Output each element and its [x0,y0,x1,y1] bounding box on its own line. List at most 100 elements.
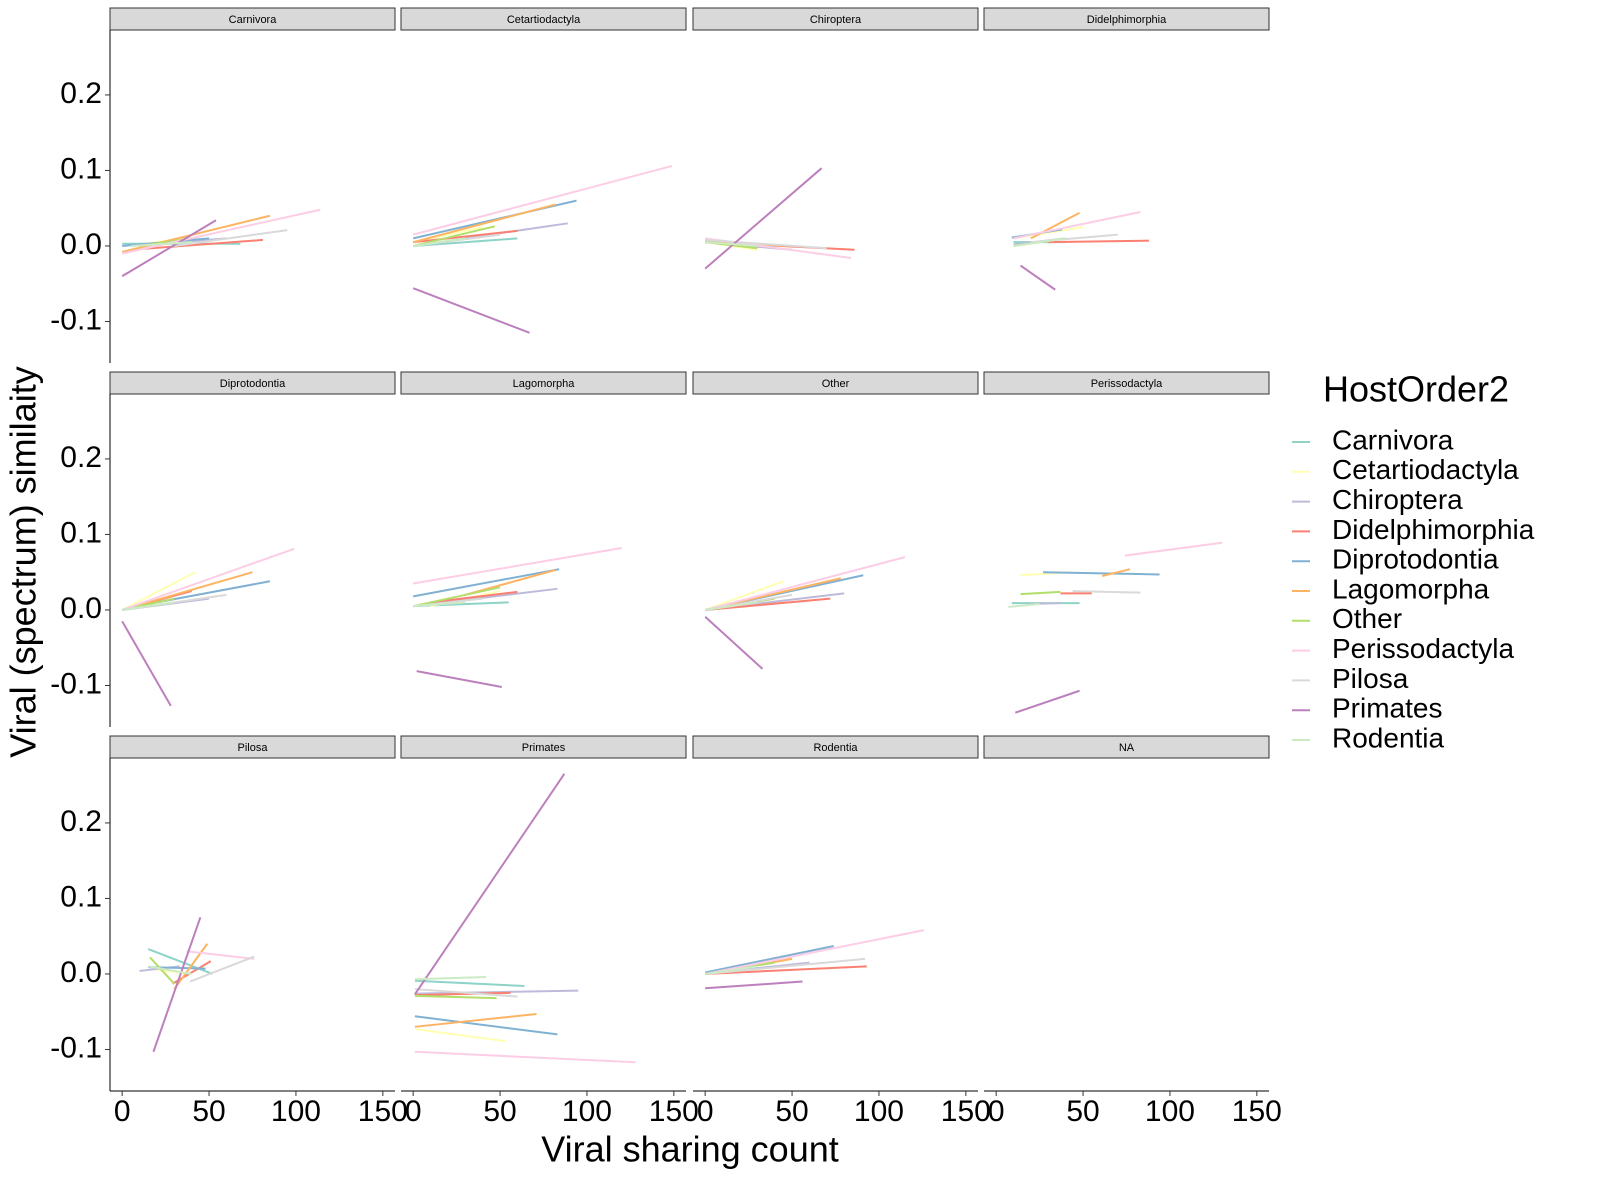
y-tick-label: 0.2 [60,805,102,838]
line-segment [121,620,172,707]
facet-strip [983,371,1270,395]
line-segment [705,238,827,250]
facet-title: Didelphimorphia [1087,14,1167,26]
line-segment [189,955,255,983]
line-segment [412,164,673,236]
facet-title: Perissodactyla [1091,378,1163,390]
line-segment [174,229,288,247]
line-segment [121,571,253,611]
legend-label: Rodentia [1332,722,1445,753]
x-tick-label: 0 [988,1095,1005,1128]
line-segment [414,988,518,998]
facet-strip [983,7,1270,31]
line-segment [121,214,271,253]
x-tick-label: 100 [562,1095,612,1128]
line-segment [705,957,866,975]
line-segment [413,601,466,608]
line-segment [1101,568,1131,577]
x-tick-label: 50 [1066,1095,1099,1128]
facet-strip [109,735,396,759]
x-tick-label: 150 [358,1095,408,1128]
line-segment [152,916,202,1053]
facet-strip [400,735,687,759]
x-tick-label: 150 [1232,1095,1282,1128]
line-segment [1013,211,1141,240]
x-tick-label: 150 [941,1095,991,1128]
x-tick-label: 100 [271,1095,321,1128]
line-segment [430,590,518,604]
line-segment [121,219,217,278]
x-tick-label: 50 [775,1095,808,1128]
y-axis-title: Viral (spectrum) similaity [3,366,44,757]
line-segment [705,597,831,611]
line-segment [412,203,556,244]
line-segment [147,948,213,975]
y-tick-label: 0.2 [60,441,102,474]
line-segment [414,989,579,995]
y-tick-label: 0.1 [60,516,102,549]
y-tick-label: 0.2 [60,77,102,110]
facet-title: Rodentia [813,742,858,754]
line-segment [704,929,925,975]
line-segment [1043,571,1160,576]
line-segment [705,241,758,247]
line-segment [416,670,502,688]
line-segment [1008,602,1040,608]
line-segment [1030,211,1081,240]
y-tick-label: 0.0 [60,592,102,625]
line-segment [186,950,255,960]
line-segment [704,556,906,611]
line-segment [705,601,758,611]
x-tick-label: 0 [697,1095,714,1128]
facet-strip [692,371,979,395]
y-tick-label: 0.1 [60,880,102,913]
facet-title: Pilosa [238,742,269,754]
line-segment [121,208,321,255]
x-tick-label: 50 [483,1095,516,1128]
x-tick-label: 150 [649,1095,699,1128]
y-tick-label: -0.1 [50,303,102,336]
line-segment [705,965,867,975]
line-segment [173,943,209,990]
line-segment [414,979,525,988]
line-segment [704,580,784,611]
facet-strip [109,7,396,31]
line-segment [704,945,834,974]
line-segment [121,547,295,611]
line-segment [414,1015,558,1036]
line-segment [1014,689,1080,714]
legend-label: Diprotodontia [1332,544,1499,575]
facet-strip [400,371,687,395]
x-tick-label: 50 [192,1095,225,1128]
facet-title: Chiroptera [810,14,862,26]
facet-title: Cetartiodactyla [507,14,581,26]
line-segment [414,975,487,981]
line-segment [412,568,560,598]
facet-strip [983,735,1270,759]
line-segment [705,965,758,975]
line-segment [1019,264,1056,291]
x-tick-label: 0 [114,1095,131,1128]
legend-label: Carnivora [1332,424,1454,455]
line-segment [414,994,497,1000]
facet-title: Diprotodontia [220,378,286,390]
line-segment [414,1028,506,1043]
line-segment [121,571,196,611]
line-segment [412,547,622,585]
facet-strip [692,7,979,31]
legend-title: HostOrder2 [1323,369,1509,410]
x-tick-label: 100 [1145,1095,1195,1128]
line-segment [413,237,466,247]
legend-label: Pilosa [1332,663,1409,694]
line-segment [1124,541,1223,557]
line-segment [412,586,501,608]
facet-title: NA [1119,742,1135,754]
line-segment [1013,237,1066,247]
legend-label: Lagomorpha [1332,573,1490,604]
line-segment [414,991,511,997]
facet-title: Primates [522,742,566,754]
line-segment [414,1012,537,1028]
line-segment [149,956,176,985]
facet-strip [400,7,687,31]
